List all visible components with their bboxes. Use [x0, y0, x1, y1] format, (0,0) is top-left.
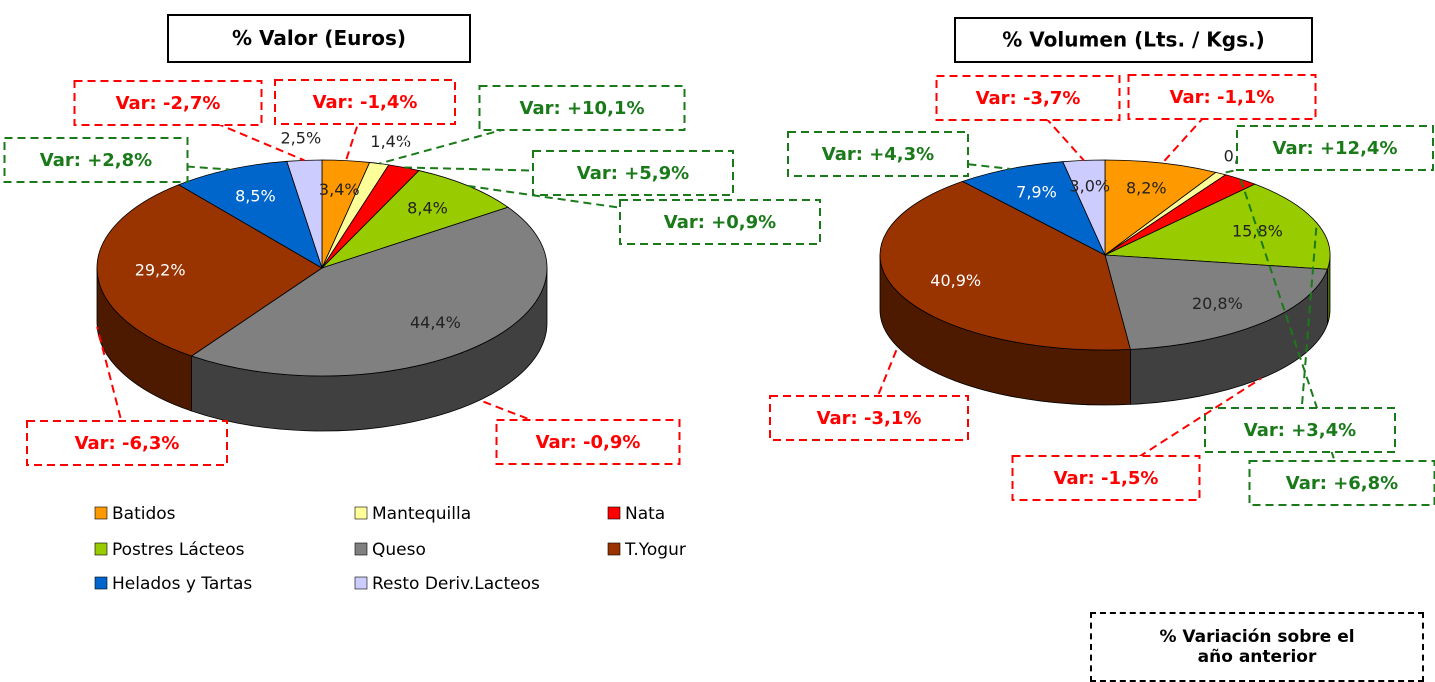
legend-label: Nata	[625, 504, 665, 524]
slice	[96, 184, 323, 357]
title-box	[954, 17, 1313, 63]
chart-title: % Volumen (Lts. / Kgs.)	[1002, 28, 1264, 52]
slice-label: 29,2%	[135, 260, 186, 279]
variation-box	[3, 137, 189, 183]
variation-box	[787, 131, 969, 177]
slice	[1104, 254, 1329, 350]
slice-label: 7,9%	[1016, 183, 1057, 202]
variation-box	[73, 80, 263, 126]
slice-label: 44,4%	[410, 313, 461, 332]
variation-box	[1248, 460, 1435, 506]
slice	[190, 206, 548, 377]
variation-label: Var: +12,4%	[1273, 138, 1398, 159]
variation-label: Var: -2,7%	[116, 93, 221, 114]
legend-label: Queso	[372, 540, 426, 560]
title-box	[167, 14, 471, 63]
legend-label: Batidos	[112, 504, 176, 524]
legend-label: Mantequilla	[372, 504, 471, 524]
legend-swatch	[354, 542, 368, 556]
variation-box	[935, 75, 1121, 121]
variation-box	[26, 420, 228, 466]
legend-label: Helados y Tartas	[112, 574, 252, 594]
variation-label: Var: +2,8%	[40, 150, 152, 171]
variation-label: Var: -3,1%	[817, 408, 922, 429]
variation-box	[1127, 74, 1317, 120]
slice	[879, 180, 1131, 351]
legend-label: Resto Deriv.Lacteos	[372, 574, 540, 594]
variation-label: Var: -1,4%	[313, 92, 418, 113]
slice-label: 2,5%	[281, 128, 322, 147]
legend-label: Postres Lácteos	[112, 540, 245, 560]
variation-box	[769, 395, 969, 441]
slice-label: 8,5%	[235, 187, 276, 206]
slice-label: 8,2%	[1126, 178, 1167, 197]
variation-label: Var: +10,1%	[520, 98, 645, 119]
leader-line	[1299, 222, 1318, 431]
variation-label: Var: +4,3%	[822, 144, 934, 165]
leader-line	[167, 102, 305, 162]
variation-label: Var: -3,7%	[976, 88, 1081, 109]
variation-box	[1236, 125, 1434, 171]
slice-label: 3,4%	[319, 180, 360, 199]
variation-box	[619, 199, 821, 245]
legend-swatch	[354, 576, 368, 590]
variation-label: Var: -1,1%	[1170, 87, 1275, 108]
variation-box	[1204, 407, 1396, 453]
variation-label: Var: -0,9%	[536, 432, 641, 453]
variation-box	[495, 419, 681, 465]
slice	[321, 170, 509, 269]
legend-swatch	[607, 542, 621, 556]
variation-label: Var: -6,3%	[75, 433, 180, 454]
legend-swatch	[94, 576, 108, 590]
slice-label: 1,4%	[370, 132, 411, 151]
slice-label: 20,8%	[1192, 294, 1243, 313]
leader-line	[379, 107, 583, 165]
variation-box	[274, 79, 456, 125]
legend-label: T.Yogur	[624, 540, 686, 560]
variation-box	[478, 85, 686, 131]
slice-label: 3,0%	[1069, 176, 1110, 195]
slice-label: 8,4%	[407, 198, 448, 217]
slice-label: 40,9%	[930, 271, 981, 290]
leader-line	[345, 101, 366, 161]
slice	[1104, 159, 1217, 256]
slice	[1062, 159, 1106, 256]
slice	[1103, 183, 1331, 270]
legend-swatch	[607, 506, 621, 520]
variation-label: Var: -1,5%	[1054, 468, 1159, 489]
legend-swatch	[354, 506, 368, 520]
note: % Variación sobre el año anterior	[1090, 612, 1424, 682]
variation-box	[532, 150, 734, 196]
slice-label: 2,3%	[400, 137, 441, 156]
slice	[961, 161, 1106, 256]
variation-label: Var: +6,8%	[1286, 473, 1398, 494]
variation-label: Var: +5,9%	[577, 163, 689, 184]
chart-title: % Valor (Euros)	[232, 26, 406, 50]
variation-label: Var: +0,9%	[664, 212, 776, 233]
variation-box	[1011, 455, 1201, 501]
legend-swatch	[94, 506, 108, 520]
legend-swatch	[94, 542, 108, 556]
variation-label: Var: +3,4%	[1244, 420, 1356, 441]
